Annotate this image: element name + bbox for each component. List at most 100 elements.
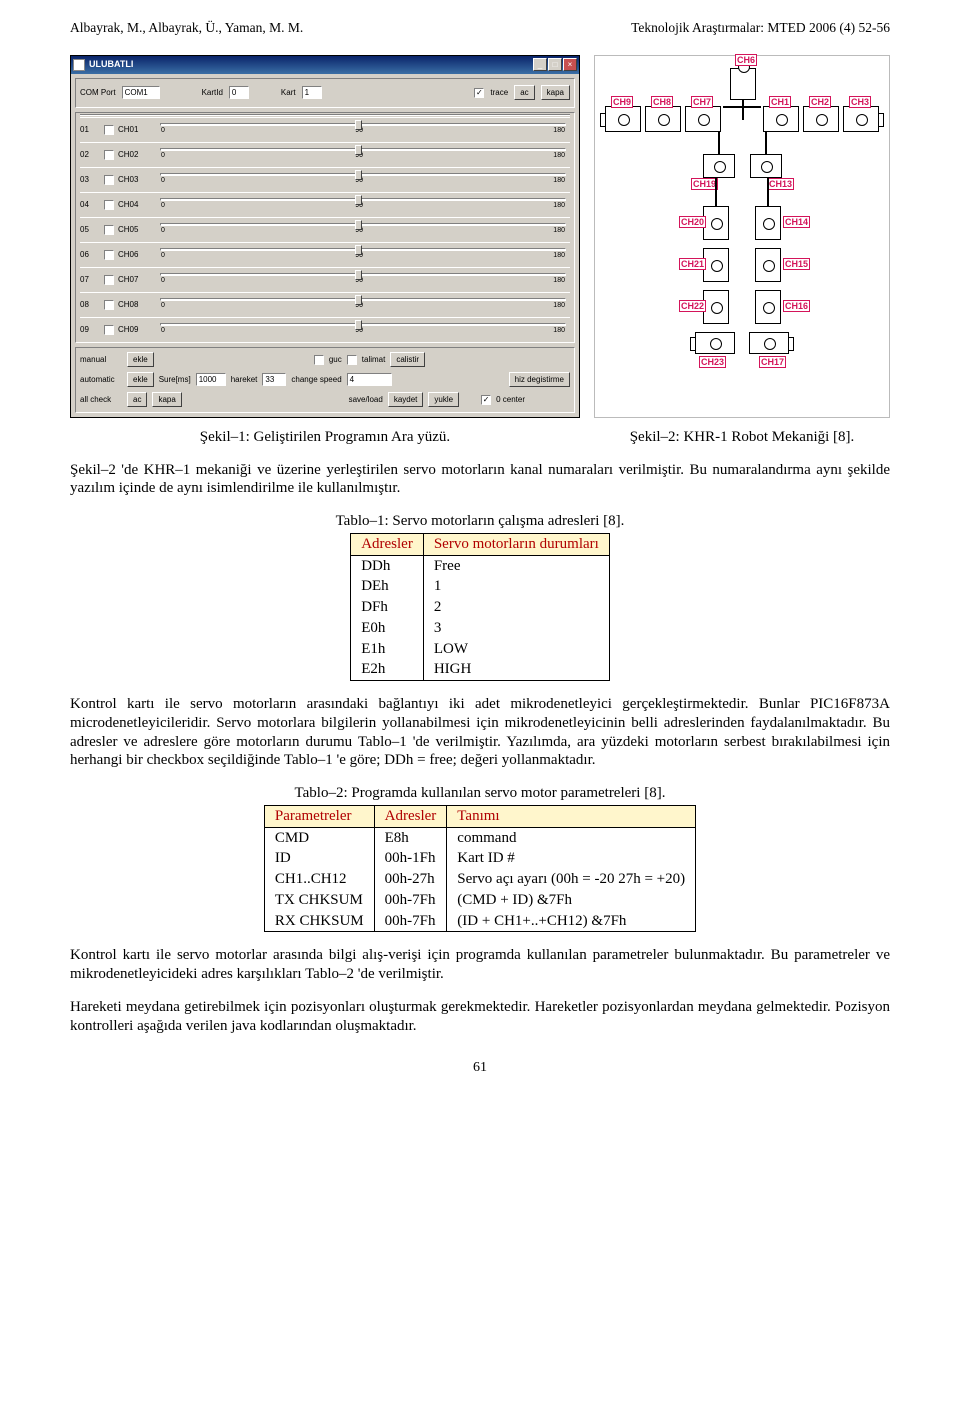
app-icon: [73, 59, 85, 71]
kartid-input[interactable]: 0: [229, 86, 249, 99]
ch-checkbox[interactable]: [104, 125, 114, 135]
calistir-button[interactable]: calistir: [390, 352, 425, 367]
ch-checkbox[interactable]: [104, 200, 114, 210]
tag-ch2: CH2: [809, 96, 831, 108]
talimat-label: talimat: [362, 355, 386, 365]
servo-ch8: [645, 106, 681, 132]
tick-min: 0: [161, 277, 165, 286]
ch-checkbox[interactable]: [104, 250, 114, 260]
connection-row: COM Port COM1 KartId 0 Kart 1 ✓ trace ac…: [80, 82, 570, 104]
talimat-checkbox[interactable]: [347, 355, 357, 365]
ch-checkbox[interactable]: [104, 275, 114, 285]
ac-button-2[interactable]: ac: [127, 392, 147, 407]
channel-row-CH06: 06CH06090180: [80, 242, 570, 267]
tick-max: 180: [553, 127, 565, 136]
table-2: Parametreler Adresler Tanımı CMDE8hcomma…: [264, 805, 696, 933]
ch-slider[interactable]: 090180: [160, 294, 566, 316]
tag-ch20: CH20: [679, 216, 706, 228]
t1-cell: E2h: [351, 659, 424, 680]
ekle-button-2[interactable]: ekle: [127, 372, 154, 387]
kapa-button-2[interactable]: kapa: [152, 392, 181, 407]
t1-cell: LOW: [423, 639, 609, 660]
servo-ch21: [703, 248, 729, 282]
hareket-input[interactable]: 33: [262, 373, 286, 386]
change-speed-label: change speed: [291, 375, 341, 385]
ch-slider[interactable]: 090180: [160, 219, 566, 241]
servo-ch15: [755, 248, 781, 282]
zero-center-checkbox[interactable]: ✓: [481, 395, 491, 405]
guc-checkbox[interactable]: [314, 355, 324, 365]
change-speed-input[interactable]: 4: [347, 373, 392, 386]
t2-cell: CMD: [264, 827, 374, 848]
tag-ch6: CH6: [735, 54, 757, 66]
channel-row-CH04: 04CH04090180: [80, 192, 570, 217]
ch-name: CH03: [118, 175, 152, 185]
table-row: DDhFree: [351, 555, 610, 576]
channel-row-CH07: 07CH07090180: [80, 267, 570, 292]
ch-checkbox[interactable]: [104, 225, 114, 235]
servo-ch23: [695, 332, 735, 354]
ch-slider[interactable]: 090180: [160, 169, 566, 191]
ac-button[interactable]: ac: [514, 85, 534, 100]
t1-cell: 2: [423, 597, 609, 618]
channel-row-CH08: 08CH08090180: [80, 292, 570, 317]
tag-ch23: CH23: [699, 356, 726, 368]
tick-min: 0: [161, 127, 165, 136]
ch-index: 09: [80, 325, 100, 335]
header-authors: Albayrak, M., Albayrak, Ü., Yaman, M. M.: [70, 20, 303, 37]
t2-cell: 00h-7Fh: [374, 890, 447, 911]
ch-name: CH05: [118, 225, 152, 235]
close-button[interactable]: ×: [563, 58, 577, 71]
ch-slider[interactable]: 090180: [160, 269, 566, 291]
tag-ch8: CH8: [651, 96, 673, 108]
yukle-button[interactable]: yukle: [428, 392, 459, 407]
ch-checkbox[interactable]: [104, 150, 114, 160]
table-row: E1hLOW: [351, 639, 610, 660]
minimize-icon: _: [538, 60, 542, 70]
zero-center-label: 0 center: [496, 395, 525, 405]
trace-checkbox[interactable]: ✓: [474, 88, 484, 98]
ch-checkbox[interactable]: [104, 175, 114, 185]
ch-index: 06: [80, 250, 100, 260]
close-icon: ×: [568, 60, 573, 70]
paragraph-1: Şekil–2 'de KHR–1 mekaniği ve üzerine ye…: [70, 461, 890, 499]
manual-row: manual ekle guc talimat calistir: [80, 350, 570, 370]
caption-fig2: Şekil–2: KHR-1 Robot Mekaniği [8].: [594, 428, 890, 447]
ch-slider[interactable]: 090180: [160, 319, 566, 341]
tick-max: 180: [553, 227, 565, 236]
guc-label: guc: [329, 355, 342, 365]
servo-ch20: [703, 206, 729, 240]
servo-ch7: [685, 106, 721, 132]
ch-index: 08: [80, 300, 100, 310]
channel-row-CH03: 03CH03090180: [80, 167, 570, 192]
t1-cell: DFh: [351, 597, 424, 618]
hareket-label: hareket: [231, 375, 258, 385]
kart-label: Kart: [281, 88, 296, 98]
ch-checkbox[interactable]: [104, 300, 114, 310]
ch-slider[interactable]: 090180: [160, 194, 566, 216]
ch-name: CH01: [118, 125, 152, 135]
comport-input[interactable]: COM1: [122, 86, 160, 99]
kartid-label: KartId: [202, 88, 223, 98]
sure-input[interactable]: 1000: [196, 373, 226, 386]
ch-slider[interactable]: 090180: [160, 244, 566, 266]
maximize-button[interactable]: □: [548, 58, 562, 71]
save-load-label: save/load: [349, 395, 383, 405]
all-check-label: all check: [80, 395, 122, 405]
ch-slider[interactable]: 090180: [160, 119, 566, 141]
ekle-button[interactable]: ekle: [127, 352, 154, 367]
minimize-button[interactable]: _: [533, 58, 547, 71]
ch-slider[interactable]: 090180: [160, 144, 566, 166]
t2-cell: CH1..CH12: [264, 869, 374, 890]
table-row: DEh1: [351, 576, 610, 597]
table-row: CMDE8hcommand: [264, 827, 695, 848]
ch-checkbox[interactable]: [104, 325, 114, 335]
kapa-button[interactable]: kapa: [541, 85, 570, 100]
kart-input[interactable]: 1: [302, 86, 322, 99]
automatic-label: automatic: [80, 375, 122, 385]
hiz-degistirme-button[interactable]: hiz degistirme: [509, 372, 570, 387]
kaydet-button[interactable]: kaydet: [388, 392, 424, 407]
ch-index: 05: [80, 225, 100, 235]
t2-cell: (ID + CH1+..+CH12) &7Fh: [447, 911, 696, 932]
servo-ch13: [750, 154, 782, 178]
